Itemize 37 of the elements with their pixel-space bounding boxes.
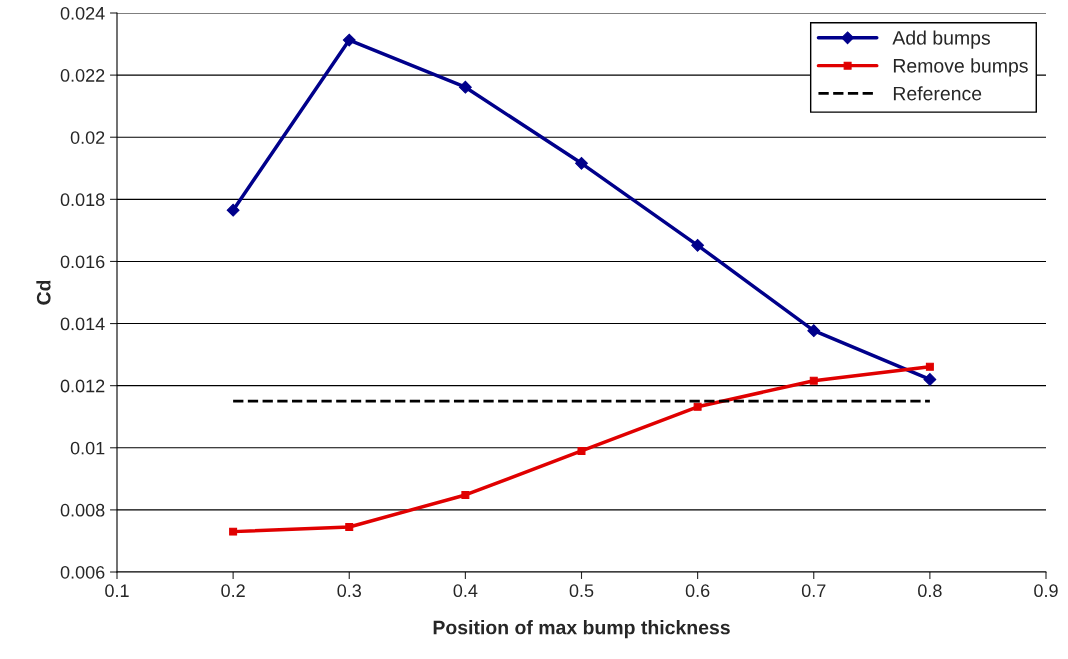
y-tick-label: 0.012 xyxy=(60,379,105,393)
point xyxy=(807,324,821,338)
y-tick-label: 0.008 xyxy=(60,503,105,517)
x-tick-label: 0.5 xyxy=(569,584,594,598)
point xyxy=(461,490,470,499)
y-tick-label: 0.022 xyxy=(60,69,105,82)
legend-label: Remove bumps xyxy=(893,58,1028,77)
y-tick-label: 0.006 xyxy=(60,565,105,579)
x-tick-label: 0.3 xyxy=(337,584,362,598)
point xyxy=(458,80,472,94)
x-axis-title: Position of max bump thickness xyxy=(433,620,730,639)
point xyxy=(345,522,354,531)
x-tick-label: 0.7 xyxy=(801,584,826,598)
y-axis-title: Cd xyxy=(36,280,51,305)
y-tick-label: 0.018 xyxy=(60,193,105,207)
x-tick-label: 0.2 xyxy=(221,584,245,598)
point xyxy=(693,402,702,411)
y-tick-label: 0.014 xyxy=(60,317,105,331)
legend-label: Add bumps xyxy=(892,30,990,49)
point xyxy=(809,376,818,385)
point xyxy=(925,362,934,371)
x-tick-label: 0.9 xyxy=(1034,584,1058,598)
point xyxy=(226,203,240,217)
y-tick-label: 0.024 xyxy=(60,6,105,20)
y-tick-label: 0.02 xyxy=(70,131,105,144)
y-tick-label: 0.016 xyxy=(60,255,105,269)
legend-label: Reference xyxy=(893,86,982,101)
point xyxy=(342,33,356,47)
point xyxy=(923,373,937,386)
x-tick-label: 0.1 xyxy=(105,584,129,598)
x-tick-label: 0.6 xyxy=(685,584,710,598)
x-tick-label: 0.8 xyxy=(918,584,942,598)
y-tick-label: 0.01 xyxy=(70,441,105,455)
point xyxy=(575,156,588,170)
point xyxy=(691,238,705,252)
point xyxy=(229,527,238,536)
x-tick-label: 0.4 xyxy=(453,584,478,598)
